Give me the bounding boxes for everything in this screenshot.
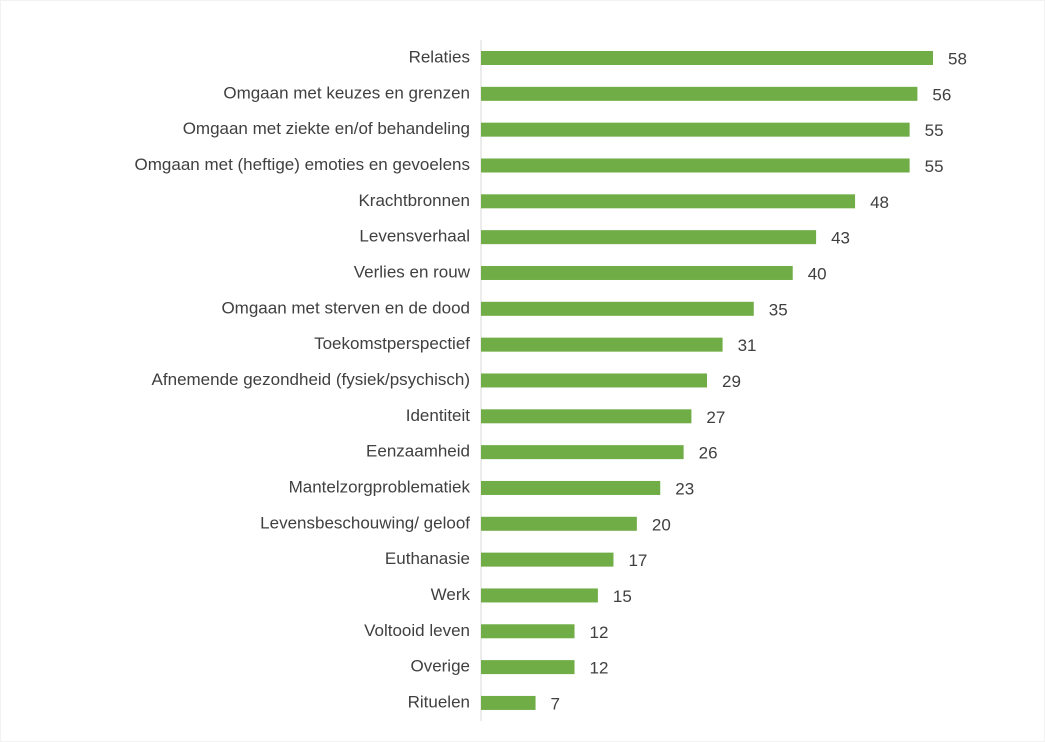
category-label: Krachtbronnen xyxy=(358,191,470,210)
value-label: 35 xyxy=(769,300,788,319)
bar xyxy=(481,552,614,567)
bar xyxy=(481,445,684,460)
category-label: Afnemende gezondheid (fysiek/psychisch) xyxy=(152,370,470,389)
bar xyxy=(481,86,918,101)
category-label: Rituelen xyxy=(408,692,470,711)
value-label: 29 xyxy=(722,372,741,391)
category-label: Overige xyxy=(410,657,470,676)
category-label: Levensverhaal xyxy=(359,227,470,246)
category-label: Verlies en rouw xyxy=(354,262,471,281)
category-label: Toekomstperspectief xyxy=(314,334,470,353)
bar xyxy=(481,695,536,710)
value-label: 55 xyxy=(925,121,944,140)
value-label: 15 xyxy=(613,587,632,606)
bar xyxy=(481,301,754,316)
category-label: Euthanasie xyxy=(385,549,470,568)
value-label: 48 xyxy=(870,193,889,212)
category-label: Werk xyxy=(431,585,471,604)
bar xyxy=(481,230,817,245)
category-label: Omgaan met keuzes en grenzen xyxy=(223,83,470,102)
bar xyxy=(481,373,707,388)
bar xyxy=(481,158,910,173)
value-label: 12 xyxy=(590,623,609,642)
bar xyxy=(481,660,575,675)
bar xyxy=(481,337,723,352)
value-label: 7 xyxy=(551,694,560,713)
category-label: Omgaan met (heftige) emoties en gevoelen… xyxy=(135,155,470,174)
value-label: 27 xyxy=(706,408,725,427)
category-label: Omgaan met ziekte en/of behandeling xyxy=(183,119,470,138)
value-label: 56 xyxy=(932,85,951,104)
category-label: Relaties xyxy=(409,47,470,66)
value-label: 12 xyxy=(590,659,609,678)
category-label: Levensbeschouwing/ geloof xyxy=(260,513,470,532)
bar xyxy=(481,409,692,424)
category-label: Voltooid leven xyxy=(364,621,470,640)
category-label: Eenzaamheid xyxy=(366,442,470,461)
category-label: Omgaan met sterven en de dood xyxy=(221,298,470,317)
category-label: Mantelzorgproblematiek xyxy=(289,477,471,496)
bar xyxy=(481,194,856,209)
value-label: 31 xyxy=(738,336,757,355)
bar xyxy=(481,480,661,495)
bar xyxy=(481,265,793,280)
bar xyxy=(481,624,575,639)
value-label: 55 xyxy=(925,157,944,176)
value-label: 58 xyxy=(948,49,967,68)
value-label: 20 xyxy=(652,515,671,534)
value-label: 26 xyxy=(699,444,718,463)
value-label: 23 xyxy=(675,479,694,498)
value-label: 40 xyxy=(808,264,827,283)
category-label: Identiteit xyxy=(406,406,471,425)
bar xyxy=(481,516,637,531)
value-label: 17 xyxy=(628,551,647,570)
bar xyxy=(481,51,933,65)
value-label: 43 xyxy=(831,229,850,248)
bar xyxy=(481,588,598,603)
bar xyxy=(481,122,910,137)
